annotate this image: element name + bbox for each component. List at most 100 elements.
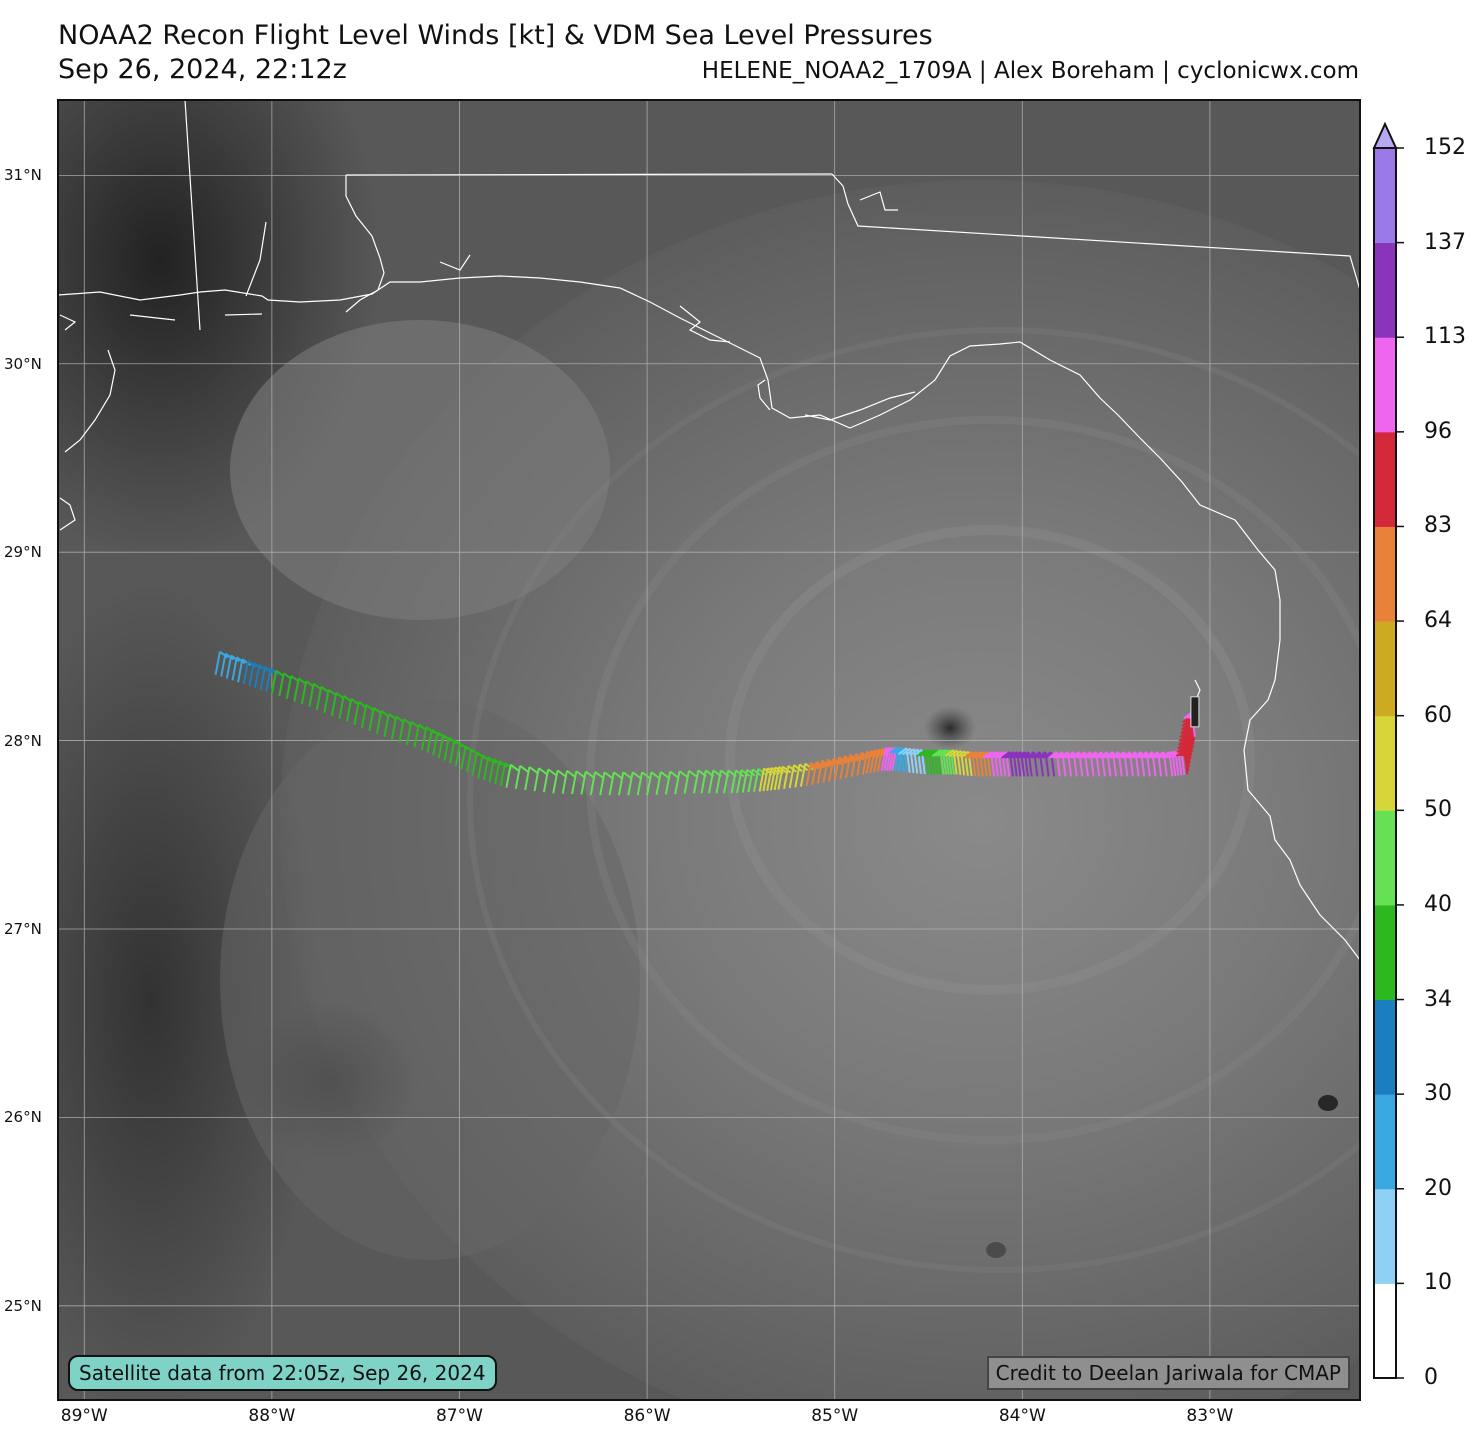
colorbar-segment bbox=[1374, 621, 1396, 717]
colorbar-segment bbox=[1374, 715, 1396, 811]
chart-subtitle-datetime: Sep 26, 2024, 22:12z bbox=[58, 54, 347, 85]
wind-barb bbox=[443, 736, 458, 761]
satellite-time-badge: Satellite data from 22:05z, Sep 26, 2024 bbox=[68, 1355, 497, 1391]
track-end-marker bbox=[1190, 696, 1200, 728]
wind-barb bbox=[248, 662, 263, 687]
wind-barb bbox=[655, 771, 670, 796]
lon-tick-label: 84°W bbox=[998, 1406, 1046, 1426]
wind-barb bbox=[242, 660, 257, 685]
wind-barb bbox=[488, 758, 503, 783]
wind-barb bbox=[599, 771, 614, 796]
colorbar-tick-label: 0 bbox=[1424, 1365, 1438, 1390]
colorbar-tick-label: 10 bbox=[1424, 1270, 1452, 1296]
wind-barb bbox=[220, 652, 235, 677]
wind-barb bbox=[901, 747, 915, 774]
colorbar-segment bbox=[1374, 242, 1396, 338]
wind-barb bbox=[627, 771, 642, 796]
hurricane-eye bbox=[924, 706, 976, 750]
colorbar-tick-label: 96 bbox=[1424, 418, 1452, 444]
colorbar-tick-label: 34 bbox=[1424, 986, 1452, 1012]
lon-tick-label: 89°W bbox=[60, 1406, 108, 1426]
wind-barb bbox=[552, 769, 567, 794]
lat-tick-label: 27°N bbox=[4, 919, 42, 938]
colorbar-segment bbox=[1374, 999, 1396, 1095]
ms-al-border bbox=[184, 100, 201, 331]
wind-barb bbox=[561, 769, 576, 794]
colorbar-tick-label: 40 bbox=[1424, 891, 1452, 917]
al-ga-fl-border bbox=[345, 173, 833, 176]
wind-barb bbox=[237, 658, 251, 683]
wind-barb bbox=[477, 754, 492, 779]
colorbar-tick-label: 20 bbox=[1424, 1175, 1452, 1201]
colorbar-segment bbox=[1374, 526, 1396, 622]
colorbar-segment bbox=[1374, 810, 1396, 906]
mission-credit-line: HELENE_NOAA2_1709A | Alex Boreham | cycl… bbox=[701, 58, 1359, 84]
wind-barb bbox=[683, 769, 698, 794]
wind-barb bbox=[265, 667, 280, 692]
wind-barb bbox=[420, 726, 435, 751]
chart-title: NOAA2 Recon Flight Level Winds [kt] & VD… bbox=[58, 20, 933, 51]
wind-barb bbox=[254, 664, 268, 689]
wind-barb bbox=[664, 770, 679, 795]
wind-barb bbox=[944, 749, 958, 775]
wind-barb bbox=[225, 654, 240, 679]
wind-barb bbox=[909, 748, 922, 774]
lat-lon-gridlines bbox=[58, 100, 1360, 1400]
colorbar-segment bbox=[1374, 431, 1396, 527]
coastlines-and-borders bbox=[58, 100, 1360, 961]
colorbar-tick-label: 30 bbox=[1424, 1081, 1452, 1107]
wind-barb bbox=[494, 760, 508, 785]
wind-barb bbox=[482, 756, 497, 781]
colorbar-tick-label: 152 bbox=[1424, 135, 1466, 160]
wind-barb bbox=[437, 734, 452, 759]
colorbar-segment bbox=[1374, 148, 1396, 244]
lat-tick-label: 26°N bbox=[4, 1108, 42, 1127]
lon-tick-label: 86°W bbox=[623, 1406, 671, 1426]
wind-barb bbox=[948, 749, 962, 775]
colorbar-tick-label: 60 bbox=[1424, 702, 1452, 728]
lat-tick-label: 31°N bbox=[4, 166, 42, 185]
colorbar-segment bbox=[1374, 1283, 1396, 1379]
colorbar-frame bbox=[1373, 147, 1397, 1379]
colorbar-segment bbox=[1374, 904, 1396, 1001]
colorbar-segment bbox=[1374, 1188, 1396, 1284]
lat-tick-label: 30°N bbox=[4, 354, 42, 373]
wind-barb bbox=[571, 770, 585, 795]
wind-barb bbox=[505, 763, 520, 788]
wind-barb bbox=[895, 746, 908, 773]
colorbar-tick-label: 113 bbox=[1424, 324, 1466, 350]
wind-barb bbox=[499, 762, 514, 786]
wind-barb bbox=[514, 765, 529, 789]
colorbar-tick-label: 83 bbox=[1424, 513, 1452, 539]
flight-track-wind-barbs bbox=[214, 650, 1200, 796]
wind-barb bbox=[952, 750, 966, 776]
lat-tick-label: 28°N bbox=[4, 731, 42, 750]
ga-fl-border bbox=[831, 173, 1360, 291]
colorbar-tick-label: 64 bbox=[1424, 608, 1452, 634]
wind-barb bbox=[542, 768, 557, 793]
wind-barb bbox=[636, 771, 651, 796]
colorbar-tick-label: 137 bbox=[1424, 229, 1466, 255]
gulf-coastline bbox=[58, 275, 1360, 961]
wind-barb bbox=[214, 650, 229, 675]
wind-barb bbox=[646, 771, 660, 796]
wind-barb bbox=[259, 665, 274, 690]
wind-barb bbox=[956, 750, 969, 776]
lon-tick-label: 85°W bbox=[811, 1406, 859, 1426]
wind-barb bbox=[898, 747, 911, 773]
mississippi-delta-coast bbox=[64, 349, 116, 453]
colorbar-tick-label: 50 bbox=[1424, 797, 1452, 823]
wind-barb bbox=[905, 748, 919, 774]
cmap-credit-badge: Credit to Deelan Jariwala for CMAP bbox=[986, 1356, 1350, 1390]
wind-barb bbox=[608, 771, 623, 796]
al-fl-border bbox=[345, 175, 385, 313]
lon-tick-label: 83°W bbox=[1186, 1406, 1234, 1426]
lat-tick-label: 29°N bbox=[4, 543, 42, 562]
wind-barb bbox=[231, 656, 246, 681]
wind-speed-colorbar bbox=[1372, 121, 1404, 1379]
map-frame bbox=[57, 99, 1361, 1401]
lon-tick-label: 87°W bbox=[435, 1406, 483, 1426]
wind-barb bbox=[580, 770, 595, 795]
